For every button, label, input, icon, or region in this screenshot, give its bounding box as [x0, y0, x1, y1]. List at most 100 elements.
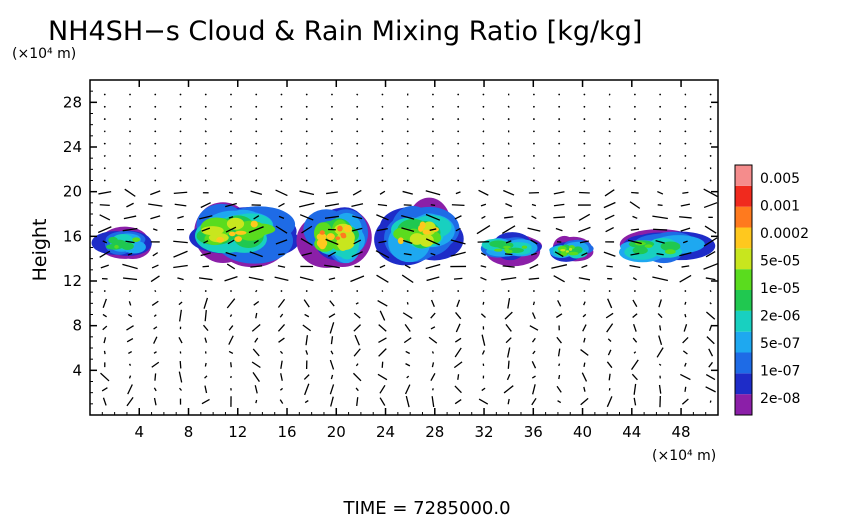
- wind-vector: [603, 201, 616, 209]
- vector-dot: [533, 290, 535, 292]
- wind-vector: [579, 191, 590, 194]
- wind-vector: [97, 226, 112, 234]
- wind-vector: [558, 363, 561, 367]
- vector-dot: [558, 179, 561, 182]
- wind-vector: [102, 298, 107, 308]
- wind-vector: [604, 214, 615, 221]
- wind-vector: [652, 276, 669, 282]
- vector-dot: [583, 142, 586, 145]
- vector-dot: [103, 118, 106, 120]
- wind-vector: [606, 361, 613, 369]
- wind-vector: [583, 362, 586, 367]
- wind-vector: [529, 325, 539, 331]
- wind-vector: [151, 361, 160, 368]
- vector-dot: [482, 142, 485, 145]
- cloud-contour: [560, 249, 566, 252]
- wind-vector: [481, 387, 486, 392]
- wind-vector: [99, 204, 110, 207]
- wind-vector: [657, 190, 664, 195]
- wind-vector: [153, 314, 157, 317]
- wind-vector: [531, 375, 536, 379]
- wind-vector: [607, 298, 613, 309]
- wind-vector: [682, 191, 689, 194]
- colorbar-segment: [735, 206, 752, 228]
- cloud-contour: [316, 238, 328, 248]
- vector-dot: [432, 155, 434, 157]
- wind-vector: [251, 361, 261, 369]
- wind-vector: [704, 225, 717, 234]
- wind-vector: [551, 264, 568, 269]
- vector-dot: [331, 290, 333, 292]
- cloud-contour: [521, 245, 528, 249]
- vector-dot: [204, 105, 207, 108]
- wind-vector: [705, 311, 716, 320]
- y-tick-label: 20: [63, 183, 82, 201]
- wind-vector: [128, 289, 132, 293]
- wind-vector: [553, 275, 565, 283]
- wind-vector: [352, 215, 363, 220]
- wind-vector: [453, 361, 463, 369]
- vector-dot: [381, 155, 384, 157]
- wind-vector: [379, 310, 386, 321]
- vector-dot: [103, 142, 106, 145]
- wind-vector: [481, 334, 486, 346]
- vector-dot: [558, 118, 561, 120]
- wind-vector: [278, 253, 285, 256]
- wind-vector: [278, 215, 285, 219]
- vector-dot: [255, 155, 258, 157]
- wind-vector: [255, 399, 258, 404]
- vector-dot: [154, 118, 157, 120]
- vector-dot: [457, 167, 460, 170]
- wind-vector: [128, 301, 132, 306]
- vector-dot: [381, 167, 384, 170]
- wind-vector: [102, 397, 107, 406]
- wind-vector: [631, 373, 638, 381]
- wind-vector: [179, 179, 182, 182]
- vector-dot: [457, 142, 460, 145]
- wind-vector: [179, 387, 183, 391]
- wind-vector: [583, 301, 586, 306]
- vector-dot: [457, 93, 460, 96]
- wind-vector: [329, 300, 335, 307]
- cloud-contour: [644, 244, 653, 248]
- vector-dot: [608, 155, 611, 157]
- vector-dot: [482, 167, 485, 170]
- wind-vector: [305, 142, 308, 145]
- wind-vector: [680, 227, 691, 232]
- wind-vector: [655, 240, 665, 244]
- vector-dot: [482, 155, 485, 157]
- vector-dot: [305, 290, 308, 292]
- wind-vector: [578, 213, 591, 221]
- wind-vector: [454, 347, 462, 358]
- wind-vector: [455, 323, 461, 333]
- wind-vector: [204, 130, 207, 133]
- wind-vector: [705, 250, 716, 258]
- vector-dot: [633, 179, 636, 182]
- wind-vector: [202, 265, 210, 268]
- wind-vector: [353, 348, 361, 357]
- wind-vector: [100, 264, 109, 269]
- wind-vector: [679, 274, 692, 283]
- wind-vector: [225, 202, 237, 208]
- colorbar-label: 5e-07: [760, 336, 800, 352]
- wind-vector: [248, 276, 264, 281]
- vector-dot: [533, 155, 535, 157]
- wind-vector: [557, 400, 562, 404]
- wind-vector: [480, 276, 487, 281]
- vector-dot: [331, 118, 333, 120]
- wind-vector: [505, 323, 512, 332]
- cloud-contour: [565, 250, 570, 253]
- colorbar-label: 2e-06: [760, 309, 800, 325]
- wind-vector: [425, 238, 440, 246]
- vector-dot: [709, 179, 712, 182]
- wind-vector: [329, 384, 335, 395]
- vector-dot: [659, 118, 662, 120]
- vector-dot: [533, 93, 535, 96]
- vector-dot: [406, 167, 409, 170]
- vector-dot: [457, 118, 460, 120]
- vector-dot: [432, 130, 434, 133]
- wind-vector: [377, 203, 388, 207]
- vector-dot: [255, 167, 258, 170]
